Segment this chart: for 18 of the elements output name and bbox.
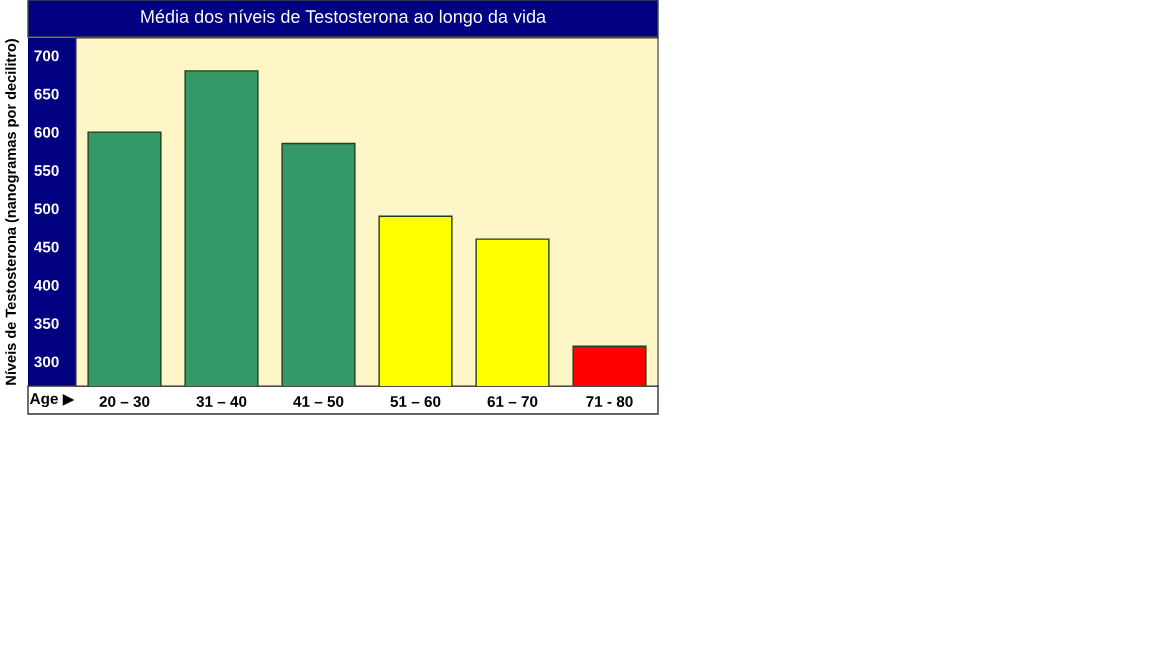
x-tick-label: 41 – 50 bbox=[293, 396, 344, 407]
x-tick-label: 31 – 40 bbox=[196, 396, 247, 407]
x-tick-label: 51 – 60 bbox=[390, 396, 441, 407]
y-tick-label: 450 bbox=[34, 241, 59, 253]
y-tick-label: 350 bbox=[34, 318, 59, 329]
y-tick-label: 300 bbox=[34, 356, 59, 368]
x-axis-title: Age ▶ bbox=[29, 393, 75, 408]
y-tick-label: 650 bbox=[34, 88, 59, 100]
y-tick-label: 550 bbox=[34, 165, 59, 176]
y-tick-label: 600 bbox=[34, 126, 59, 138]
y-tick-label: 700 bbox=[34, 50, 59, 62]
y-axis-title: Níveis de Testosterona (nanogramas por decilitro) bbox=[5, 39, 19, 385]
chart-title: Média dos níveis de Testosterona ao longo da vida bbox=[141, 9, 547, 27]
x-tick-label: 61 – 70 bbox=[487, 396, 538, 407]
x-tick-label: 71 - 80 bbox=[586, 396, 633, 407]
y-tick-label: 500 bbox=[34, 203, 59, 215]
x-tick-label: 20 – 30 bbox=[99, 396, 150, 407]
y-tick-label: 400 bbox=[34, 279, 59, 291]
